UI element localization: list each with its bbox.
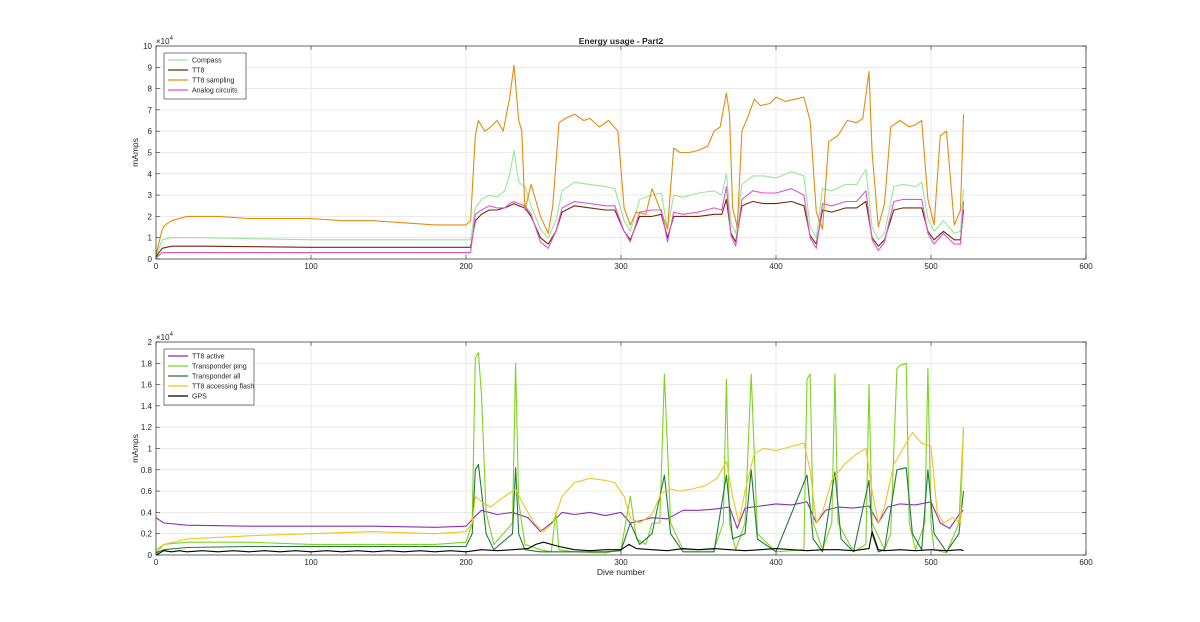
- series-line-tt8-sampling: [155, 64, 965, 255]
- series-line-tt8-accessing-flash: [155, 427, 965, 551]
- chart-2: 0 100 200 300 400 500 600 0 0.2 0.4 0.6 0.8 1 1.2 1.4 1…: [130, 332, 1093, 577]
- y-tick-label: 1.6: [141, 381, 153, 390]
- y-tick-label: 8: [148, 85, 153, 94]
- exponent-base: ×10: [156, 333, 170, 342]
- x-axis-label: Dive number: [597, 567, 645, 577]
- x-tick-label: 300: [614, 558, 628, 567]
- y-exponent-label: ×104: [156, 332, 174, 342]
- y-axis-label: mAmps: [130, 434, 140, 463]
- series-line-analog-circuits: [155, 186, 965, 259]
- legend-box: [163, 52, 247, 100]
- x-tick-label: 100: [304, 262, 318, 271]
- x-tick-label: 200: [459, 262, 473, 271]
- series-line-transponder-all: [155, 463, 965, 554]
- y-tick-label: 0.4: [141, 508, 153, 517]
- legend-entry: TT8 sampling: [192, 78, 235, 85]
- y-tick-label: 0.2: [141, 530, 153, 539]
- y-tick-label: 4: [148, 170, 153, 179]
- y-tick-label: 0.8: [141, 466, 153, 475]
- legend-entry: TT8 accessing flash: [192, 384, 254, 391]
- y-tick-label: 0: [148, 551, 153, 560]
- y-tick-label: 10: [143, 42, 152, 51]
- legend-entry: Transponder all: [192, 374, 241, 381]
- y-tick-label: 1: [148, 445, 153, 454]
- y-tick-label: 2: [148, 212, 153, 221]
- axes-box: [155, 45, 1087, 260]
- legend-entry: Analog circuits: [192, 88, 238, 95]
- series-line-transponder-ping: [155, 352, 965, 554]
- y-tick-label: 0: [148, 255, 153, 264]
- x-tick-label: 0: [154, 262, 159, 271]
- series-line-gps: [155, 531, 964, 556]
- x-tick-label: 400: [769, 558, 783, 567]
- y-tick-label: 1.8: [141, 359, 153, 368]
- exponent-base: ×10: [156, 37, 170, 46]
- y-exponent-label: ×104: [156, 36, 174, 46]
- exponent-power: 4: [170, 36, 174, 42]
- legend-entry: Transponder ping: [192, 364, 247, 371]
- legend-entry: Compass: [192, 58, 222, 65]
- y-tick-label: 6: [148, 127, 153, 136]
- axes-box: [155, 341, 1087, 556]
- y-tick-label: 2: [148, 338, 153, 347]
- legend: TT8 active Transponder ping Transponder al…: [163, 348, 254, 406]
- series-line-compass: [155, 149, 965, 258]
- x-tick-label: 300: [614, 262, 628, 271]
- legend: Compass TT8 TT8 sampling Analog circuits: [163, 52, 247, 100]
- x-tick-label: 200: [459, 558, 473, 567]
- y-tick-label: 9: [148, 63, 153, 72]
- x-tick-label: 500: [924, 558, 938, 567]
- y-axis-label: mAmps: [130, 138, 140, 167]
- y-tick-label: 1.2: [141, 423, 153, 432]
- y-tick-label: 5: [148, 149, 153, 158]
- y-tick-label: 7: [148, 106, 153, 115]
- chart-title: Energy usage - Part2: [579, 36, 664, 46]
- x-tick-label: 500: [924, 262, 938, 271]
- y-tick-label: 0.6: [141, 487, 153, 496]
- legend-entry: GPS: [192, 394, 207, 401]
- x-tick-label: 600: [1079, 262, 1093, 271]
- y-tick-label: 1.4: [141, 402, 153, 411]
- x-tick-label: 600: [1079, 558, 1093, 567]
- y-tick-label: 1: [148, 234, 153, 243]
- exponent-power: 4: [170, 332, 174, 338]
- legend-entry: TT8 active: [192, 354, 225, 361]
- x-tick-label: 0: [154, 558, 159, 567]
- x-tick-label: 100: [304, 558, 318, 567]
- legend-entry: TT8: [192, 68, 205, 75]
- x-tick-label: 400: [769, 262, 783, 271]
- y-tick-label: 3: [148, 191, 153, 200]
- grid: [156, 46, 1086, 259]
- series-line-tt8: [155, 198, 965, 258]
